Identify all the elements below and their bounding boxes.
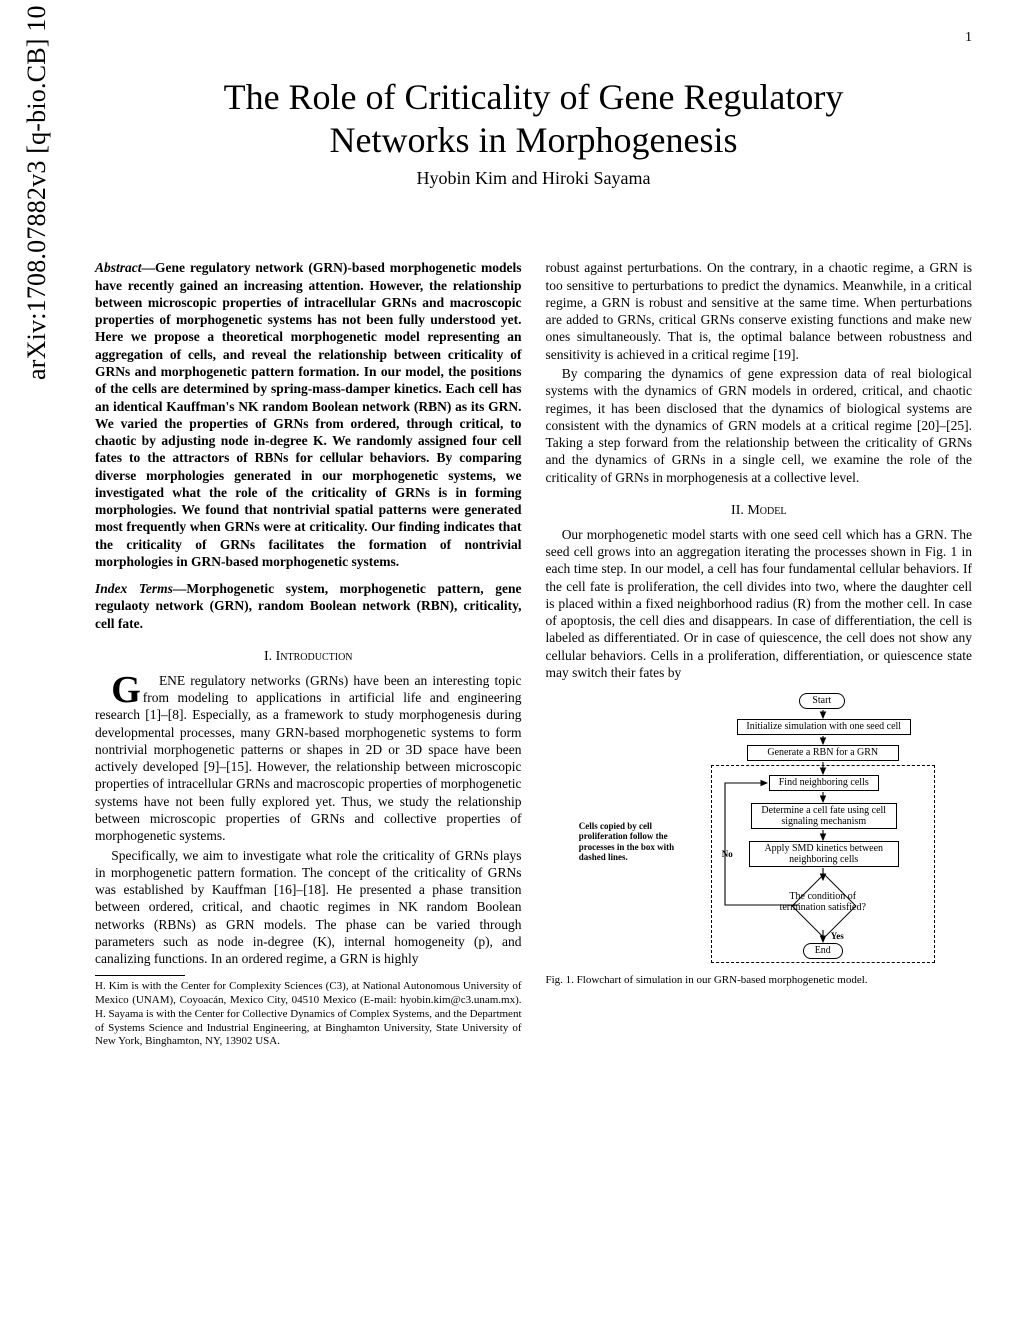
intro-paragraph-2: Specifically, we aim to investigate what… <box>95 847 522 968</box>
arxiv-id: arXiv:1708.07882v3 [q-bio.CB] 10 Oct 201… <box>22 0 52 380</box>
figure-1: Cells copied by cell proliferation follo… <box>546 693 973 987</box>
intro-body: GENE regulatory networks (GRNs) have bee… <box>95 672 522 968</box>
title-line-2: Networks in Morphogenesis <box>330 120 738 160</box>
paper-authors: Hyobin Kim and Hiroki Sayama <box>95 168 972 189</box>
flowchart-side-note: Cells copied by cell proliferation follo… <box>579 821 699 862</box>
flowchart-generate-rbn-node: Generate a RBN for a GRN <box>747 745 899 761</box>
col2-paragraph-1: robust against perturbations. On the con… <box>546 259 973 363</box>
flowchart-start-node: Start <box>799 693 845 709</box>
page-number: 1 <box>965 30 972 46</box>
index-terms-block: Index Terms—Morphogenetic system, morpho… <box>95 580 522 632</box>
col2-paragraph-2: By comparing the dynamics of gene expres… <box>546 365 973 486</box>
two-column-area: Abstract—Gene regulatory network (GRN)-b… <box>95 259 972 1049</box>
author-footnote: H. Kim is with the Center for Complexity… <box>95 980 522 1049</box>
intro-paragraph-1: GENE regulatory networks (GRNs) have bee… <box>95 672 522 845</box>
flowchart-apply-smd-node: Apply SMD kinetics between neighboring c… <box>749 841 899 867</box>
title-line-1: The Role of Criticality of Gene Regulato… <box>224 77 844 117</box>
abstract-text: —Gene regulatory network (GRN)-based mor… <box>95 260 522 569</box>
col2-body: robust against perturbations. On the con… <box>546 259 973 485</box>
paper-title: The Role of Criticality of Gene Regulato… <box>95 76 972 162</box>
flowchart-determine-fate-node: Determine a cell fate using cell signali… <box>751 803 897 829</box>
paper-body: 1 The Role of Criticality of Gene Regula… <box>95 48 972 1272</box>
abstract-block: Abstract—Gene regulatory network (GRN)-b… <box>95 259 522 570</box>
footnote-rule <box>95 975 185 976</box>
flowchart: Cells copied by cell proliferation follo… <box>579 693 939 967</box>
flowchart-yes-label: Yes <box>831 931 844 943</box>
flowchart-find-neighbors-node: Find neighboring cells <box>769 775 879 791</box>
figure-1-caption: Fig. 1. Flowchart of simulation in our G… <box>546 973 973 987</box>
flowchart-condition-label: The condition of termination satisfied? <box>771 891 875 913</box>
section-heading-1: I. Introduction <box>95 648 522 666</box>
index-terms-label: Index Terms <box>95 581 173 596</box>
section-heading-2: II. Model <box>546 502 973 520</box>
model-paragraph-1: Our morphogenetic model starts with one … <box>546 526 973 681</box>
flowchart-no-label: No <box>722 849 733 861</box>
flowchart-init-node: Initialize simulation with one seed cell <box>737 719 911 735</box>
model-body: Our morphogenetic model starts with one … <box>546 526 973 681</box>
flowchart-end-node: End <box>803 943 843 959</box>
abstract-label: Abstract <box>95 260 142 275</box>
